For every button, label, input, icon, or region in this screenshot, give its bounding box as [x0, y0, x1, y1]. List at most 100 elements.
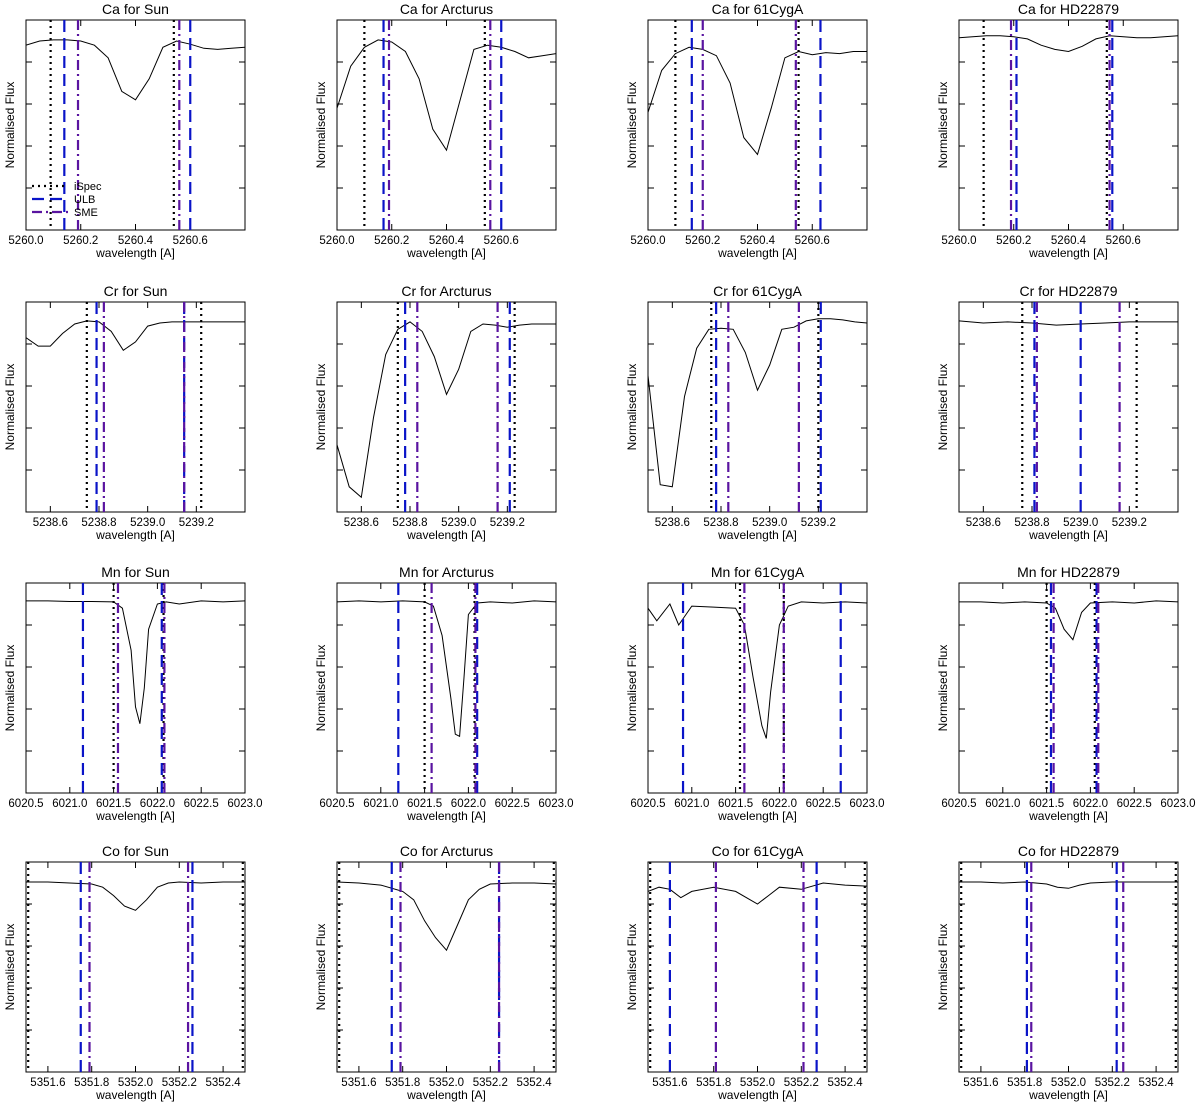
- plot-frame: [336, 582, 557, 794]
- chart-panel: Mn for Sun 6020.5 6021.0 6021.5 6022.0 6022.5…: [3, 564, 263, 823]
- panel-title: Ca for HD22879: [1018, 1, 1119, 17]
- x-axis-label: wavelength [A]: [406, 246, 486, 260]
- x-tick-label: 5260.2: [374, 235, 409, 247]
- chart-panel: Cr for 61CygA 5238.6 5238.8 5239.0 5239.2 wav…: [625, 283, 868, 542]
- x-axis-label: wavelength [A]: [717, 528, 797, 542]
- chart-panel: Co for Arcturus 5351.6 5351.8 5352.0 5352.2 5…: [314, 843, 557, 1102]
- panel-title: Mn for Arcturus: [399, 564, 494, 580]
- y-axis-label: Normalised Flux: [314, 645, 328, 732]
- spectrum-line: [337, 881, 556, 952]
- y-axis-label: Normalised Flux: [314, 364, 328, 451]
- plot-frame: [647, 301, 868, 513]
- chart-panel: Co for 61CygA 5351.6 5351.8 5352.0 5352.2 535…: [625, 843, 868, 1102]
- chart-panel: Co for Sun 5351.6 5351.8 5352.0 5352.2 5352.4…: [3, 843, 246, 1102]
- x-tick-label: 5260.6: [173, 235, 208, 247]
- y-axis-label: Normalised Flux: [314, 82, 328, 169]
- x-tick-label: 5238.8: [392, 517, 427, 529]
- x-tick-label: 5238.8: [81, 517, 116, 529]
- chart-panel: Cr for Sun 5238.6 5238.8 5239.0 5239.2 wavele…: [3, 283, 246, 542]
- x-tick-label: 5351.8: [385, 1077, 420, 1089]
- x-axis-label: wavelength [A]: [1028, 246, 1108, 260]
- panel-title: Mn for Sun: [101, 564, 169, 580]
- x-tick-label: 5352.0: [740, 1077, 775, 1089]
- x-axis-label: wavelength [A]: [1028, 1088, 1108, 1102]
- plot-frame: [25, 582, 246, 794]
- x-tick-label: 5238.6: [33, 517, 68, 529]
- y-axis-label: Normalised Flux: [625, 82, 639, 169]
- x-tick-label: 6021.5: [1029, 798, 1064, 810]
- chart-panel: Mn for Arcturus 6020.5 6021.0 6021.5 6022.0 6…: [314, 564, 574, 823]
- x-axis-label: wavelength [A]: [717, 1088, 797, 1102]
- x-tick-label: 6023.0: [227, 798, 262, 810]
- x-tick-label: 5352.0: [118, 1077, 153, 1089]
- panel-title: Co for Arcturus: [400, 843, 493, 859]
- y-axis-label: Normalised Flux: [3, 364, 17, 451]
- x-tick-label: 6023.0: [849, 798, 884, 810]
- panel-title: Co for HD22879: [1018, 843, 1119, 859]
- plot-frame: [647, 582, 868, 794]
- x-axis-label: wavelength [A]: [95, 528, 175, 542]
- panel-title: Co for 61CygA: [712, 843, 804, 859]
- y-axis-label: Normalised Flux: [936, 924, 950, 1011]
- x-tick-label: 6022.0: [762, 798, 797, 810]
- x-tick-label: 5239.2: [801, 517, 836, 529]
- plot-frame: [25, 301, 246, 513]
- x-tick-label: 6022.0: [451, 798, 486, 810]
- x-tick-label: 6021.5: [96, 798, 131, 810]
- x-tick-label: 5351.8: [1007, 1077, 1042, 1089]
- spectrum-line: [959, 35, 1178, 53]
- x-tick-label: 5238.8: [703, 517, 738, 529]
- x-tick-label: 5260.0: [319, 235, 354, 247]
- x-axis-label: wavelength [A]: [717, 246, 797, 260]
- spectrum-line: [26, 320, 245, 352]
- y-axis-label: Normalised Flux: [936, 82, 950, 169]
- x-tick-label: 5351.6: [341, 1077, 376, 1089]
- chart-panel: Ca for HD22879 5260.0 5260.2 5260.4 5260.6wa…: [936, 1, 1179, 260]
- x-tick-label: 5239.2: [179, 517, 214, 529]
- x-tick-label: 6022.5: [806, 798, 841, 810]
- chart-panel: Co for HD22879 5351.6 5351.8 5352.0 5352.2 53…: [936, 843, 1179, 1102]
- chart-panel: Mn for 61CygA 6020.5 6021.0 6021.5 6022.0 602…: [625, 564, 885, 823]
- panel-title: Ca for Arcturus: [400, 1, 493, 17]
- plot-frame: [336, 301, 557, 513]
- spectrum-line: [26, 881, 245, 911]
- x-axis-label: wavelength [A]: [406, 1088, 486, 1102]
- x-axis-label: wavelength [A]: [406, 809, 486, 823]
- x-tick-label: 6021.0: [985, 798, 1020, 810]
- x-tick-label: 5260.0: [941, 235, 976, 247]
- x-tick-label: 5239.0: [441, 517, 476, 529]
- spectrum-line: [648, 46, 867, 156]
- x-tick-label: 5352.4: [1139, 1077, 1175, 1089]
- x-tick-label: 5238.6: [655, 517, 690, 529]
- x-tick-label: 5260.2: [996, 235, 1031, 247]
- chart-panel: Ca for Sun 5260.0 5260.2 5260.4 5260.6wavele…: [3, 1, 246, 260]
- x-tick-label: 5351.6: [963, 1077, 998, 1089]
- spectrum-line: [26, 600, 245, 724]
- x-tick-label: 5239.0: [752, 517, 787, 529]
- x-tick-label: 5352.4: [206, 1077, 242, 1089]
- x-tick-label: 5260.4: [1051, 235, 1087, 247]
- x-tick-label: 5260.0: [630, 235, 665, 247]
- x-tick-label: 6022.5: [184, 798, 219, 810]
- x-tick-label: 5238.6: [966, 517, 1001, 529]
- panel-title: Ca for Sun: [102, 1, 169, 17]
- x-tick-label: 6020.5: [8, 798, 43, 810]
- x-tick-label: 5260.4: [429, 235, 465, 247]
- plot-frame: [958, 301, 1179, 513]
- plot-frame: [336, 19, 557, 231]
- panel-title: Mn for HD22879: [1017, 564, 1120, 580]
- spectrum-line: [648, 601, 867, 739]
- x-tick-label: 5351.8: [696, 1077, 731, 1089]
- x-tick-label: 5260.4: [740, 235, 776, 247]
- spectrum-line: [959, 320, 1178, 326]
- x-tick-label: 6023.0: [1160, 798, 1195, 810]
- x-tick-label: 6022.5: [1117, 798, 1152, 810]
- plot-frame: [958, 582, 1179, 794]
- spectrum-line: [26, 39, 245, 101]
- x-tick-label: 6020.5: [941, 798, 976, 810]
- y-axis-label: Normalised Flux: [625, 364, 639, 451]
- x-axis-label: wavelength [A]: [406, 528, 486, 542]
- x-tick-label: 5238.6: [344, 517, 379, 529]
